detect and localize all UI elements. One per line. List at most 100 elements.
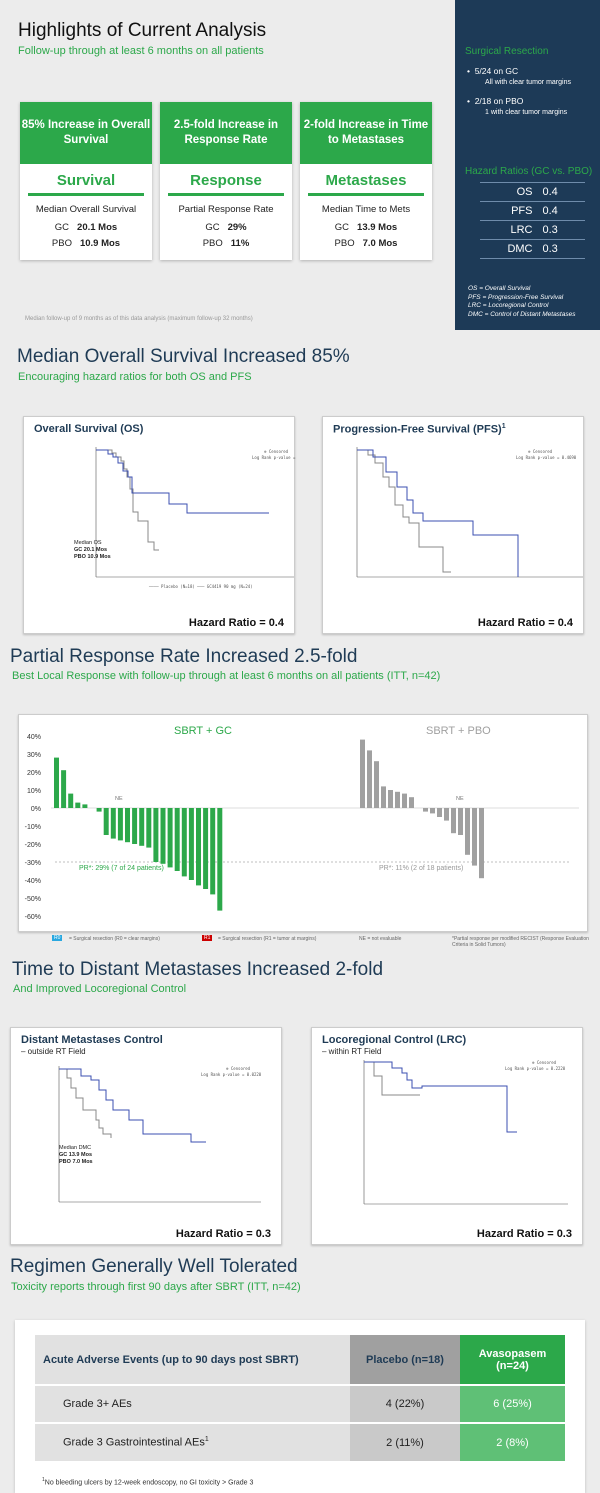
km-plot: ⊕ Censored Log Rank p-value = 0.4690 [356, 447, 583, 578]
row-avasopasem: 2 (8%) [460, 1422, 565, 1461]
hazard-ratio-table: OS 0.4 PFS 0.4 LRC 0.3 DMC 0.3 [480, 182, 585, 259]
row-avasopasem: 6 (25%) [460, 1384, 565, 1423]
bar [458, 808, 463, 835]
adverse-events-table: Acute Adverse Events (up to 90 days post… [35, 1335, 565, 1461]
svg-text:Log Rank p-value = 0.0220: Log Rank p-value = 0.0220 [201, 1072, 262, 1077]
y-tick-label: -50% [25, 896, 41, 903]
resection-item: • 2/18 on PBO 1 with clear tumor margins [467, 96, 568, 116]
tox-title: Regimen Generally Well Tolerated [10, 1256, 298, 1277]
arm-label: GC [334, 222, 350, 233]
svg-text:Log Rank p-value = 0.2220: Log Rank p-value = 0.2220 [505, 1066, 566, 1071]
gc-pr-text: PR*: 29% (7 of 24 patients) [79, 865, 164, 872]
bar [381, 786, 386, 808]
bar [388, 790, 393, 808]
sidebar: Surgical Resection • 5/24 on GC All with… [455, 0, 600, 330]
bar [160, 808, 166, 864]
row-placebo: 2 (11%) [350, 1422, 460, 1461]
y-tick-label: -10% [25, 824, 41, 831]
table-header: Acute Adverse Events (up to 90 days post… [35, 1335, 565, 1385]
bar [409, 797, 414, 808]
mets-subtitle: And Improved Locoregional Control [13, 983, 187, 995]
card-head: 2-fold Increase in Time to Metastases [300, 102, 432, 164]
lrc-panel: Locoregional Control (LRC) – within RT F… [311, 1027, 583, 1245]
card-metric: Median Overall Survival [35, 204, 137, 215]
tox-subtitle: Toxicity reports through first 90 days a… [11, 1281, 301, 1293]
median-box: Median OS GC 20.1 Mos PBO 10.9 Mos [74, 540, 111, 560]
bar [75, 802, 81, 808]
y-tick-label: 10% [27, 788, 41, 795]
bar [117, 808, 123, 841]
mets-section: Time to Distant Metastases Increased 2-f… [0, 955, 600, 1252]
header-label: Acute Adverse Events (up to 90 days post… [35, 1335, 350, 1385]
os-section: Median Overall Survival Increased 85% En… [0, 330, 600, 640]
bar [217, 808, 223, 911]
hazard-ratio: Hazard Ratio = 0.4 [188, 617, 284, 629]
highlights-section: Highlights of Current Analysis Follow-up… [0, 0, 600, 330]
arm-value: 10.9 Mos [79, 238, 121, 249]
tox-footnote: 1No bleeding ulcers by 12-week endoscopy… [42, 1477, 254, 1487]
row-placebo: 4 (22%) [350, 1384, 460, 1423]
bar [54, 757, 59, 808]
resection-title: Surgical Resection [465, 46, 549, 57]
bar [132, 808, 138, 844]
gc-arm-label: SBRT + GC [174, 725, 232, 737]
svg-text:⊕ Censored: ⊕ Censored [226, 1066, 251, 1071]
row-label: Grade 3+ AEs [35, 1384, 350, 1423]
bar [451, 808, 456, 834]
bar [146, 808, 152, 848]
y-tick-label: 40% [27, 734, 41, 741]
bar [188, 808, 194, 880]
bar [196, 808, 201, 886]
card-word: Metastases [325, 172, 407, 189]
arm-label: PBO [334, 238, 355, 249]
waterfall-chart: 40% 30% 20% 10% 0% -10% -20% -30% -40% -50% -60% [25, 734, 579, 921]
arm-value: 7.0 Mos [362, 238, 398, 249]
row-label: Grade 3 Gastrointestinal AEs1 [35, 1422, 350, 1461]
response-section: Partial Response Rate Increased 2.5-fold… [0, 640, 600, 955]
bar [110, 808, 116, 839]
km-plot: ⊕ Censored Log Rank p-value = 0.0220 [58, 1066, 262, 1203]
response-subtitle: Best Local Response with follow-up throu… [12, 670, 441, 682]
bar [444, 808, 449, 821]
arm-label: GC [205, 222, 220, 233]
bar [423, 808, 428, 812]
response-title: Partial Response Rate Increased 2.5-fold [10, 646, 358, 667]
bar [360, 739, 365, 808]
svg-text:⊕ Censored: ⊕ Censored [264, 449, 289, 454]
abbreviation-list: OS = Overall Survival PFS = Progression-F… [468, 285, 576, 318]
resection-item: • 5/24 on GC All with clear tumor margin… [467, 66, 571, 86]
svg-text:──── Placebo (N=18) ─── GC441: ──── Placebo (N=18) ─── GC4419 90 mg (N=… [148, 584, 253, 589]
bar [367, 750, 372, 808]
bar [68, 793, 74, 808]
bar [479, 808, 484, 879]
bar [181, 808, 187, 877]
ne-label: NE [456, 796, 464, 802]
bar [395, 791, 400, 808]
card-word: Response [190, 172, 262, 189]
hazard-ratio-row: OS 0.4 [480, 182, 585, 201]
dmc-panel: Distant Metastases Control – outside RT … [10, 1027, 282, 1245]
bar [153, 808, 159, 862]
bar [96, 808, 102, 812]
bar [167, 808, 173, 868]
card-head: 85% Increase in Overall Survival [20, 102, 152, 164]
bar [437, 808, 442, 817]
card-metric: Median Time to Mets [321, 204, 411, 215]
highlights-subtitle: Follow-up through at least 6 months on a… [18, 45, 264, 57]
card-word: Survival [56, 172, 116, 189]
bar [402, 793, 407, 808]
os-title: Median Overall Survival Increased 85% [17, 346, 350, 367]
km-plot: ⊕ Censored Log Rank p-value = 0.2220 [363, 1060, 568, 1205]
table-row: Grade 3+ AEs 4 (22%) 6 (25%) [35, 1384, 565, 1423]
waterfall-panel: 40% 30% 20% 10% 0% -10% -20% -30% -40% -50% -60% S… [18, 714, 588, 932]
y-tick-label: 0% [31, 806, 41, 813]
y-tick-label: -60% [25, 914, 41, 921]
svg-text:Log Rank p-value = 0.3089: Log Rank p-value = 0.3089 [252, 455, 296, 460]
header-placebo: Placebo (n=18) [350, 1335, 460, 1385]
panel-subtitle: – within RT Field [322, 1047, 382, 1056]
panel-title: Overall Survival (OS) [34, 423, 144, 435]
km-plot: ⊕ Censored Log Rank p-value = 0.3089 ───… [95, 447, 296, 589]
bar [103, 808, 109, 835]
panel-title: Progression-Free Survival (PFS)1 [333, 423, 506, 436]
bar [203, 808, 209, 889]
